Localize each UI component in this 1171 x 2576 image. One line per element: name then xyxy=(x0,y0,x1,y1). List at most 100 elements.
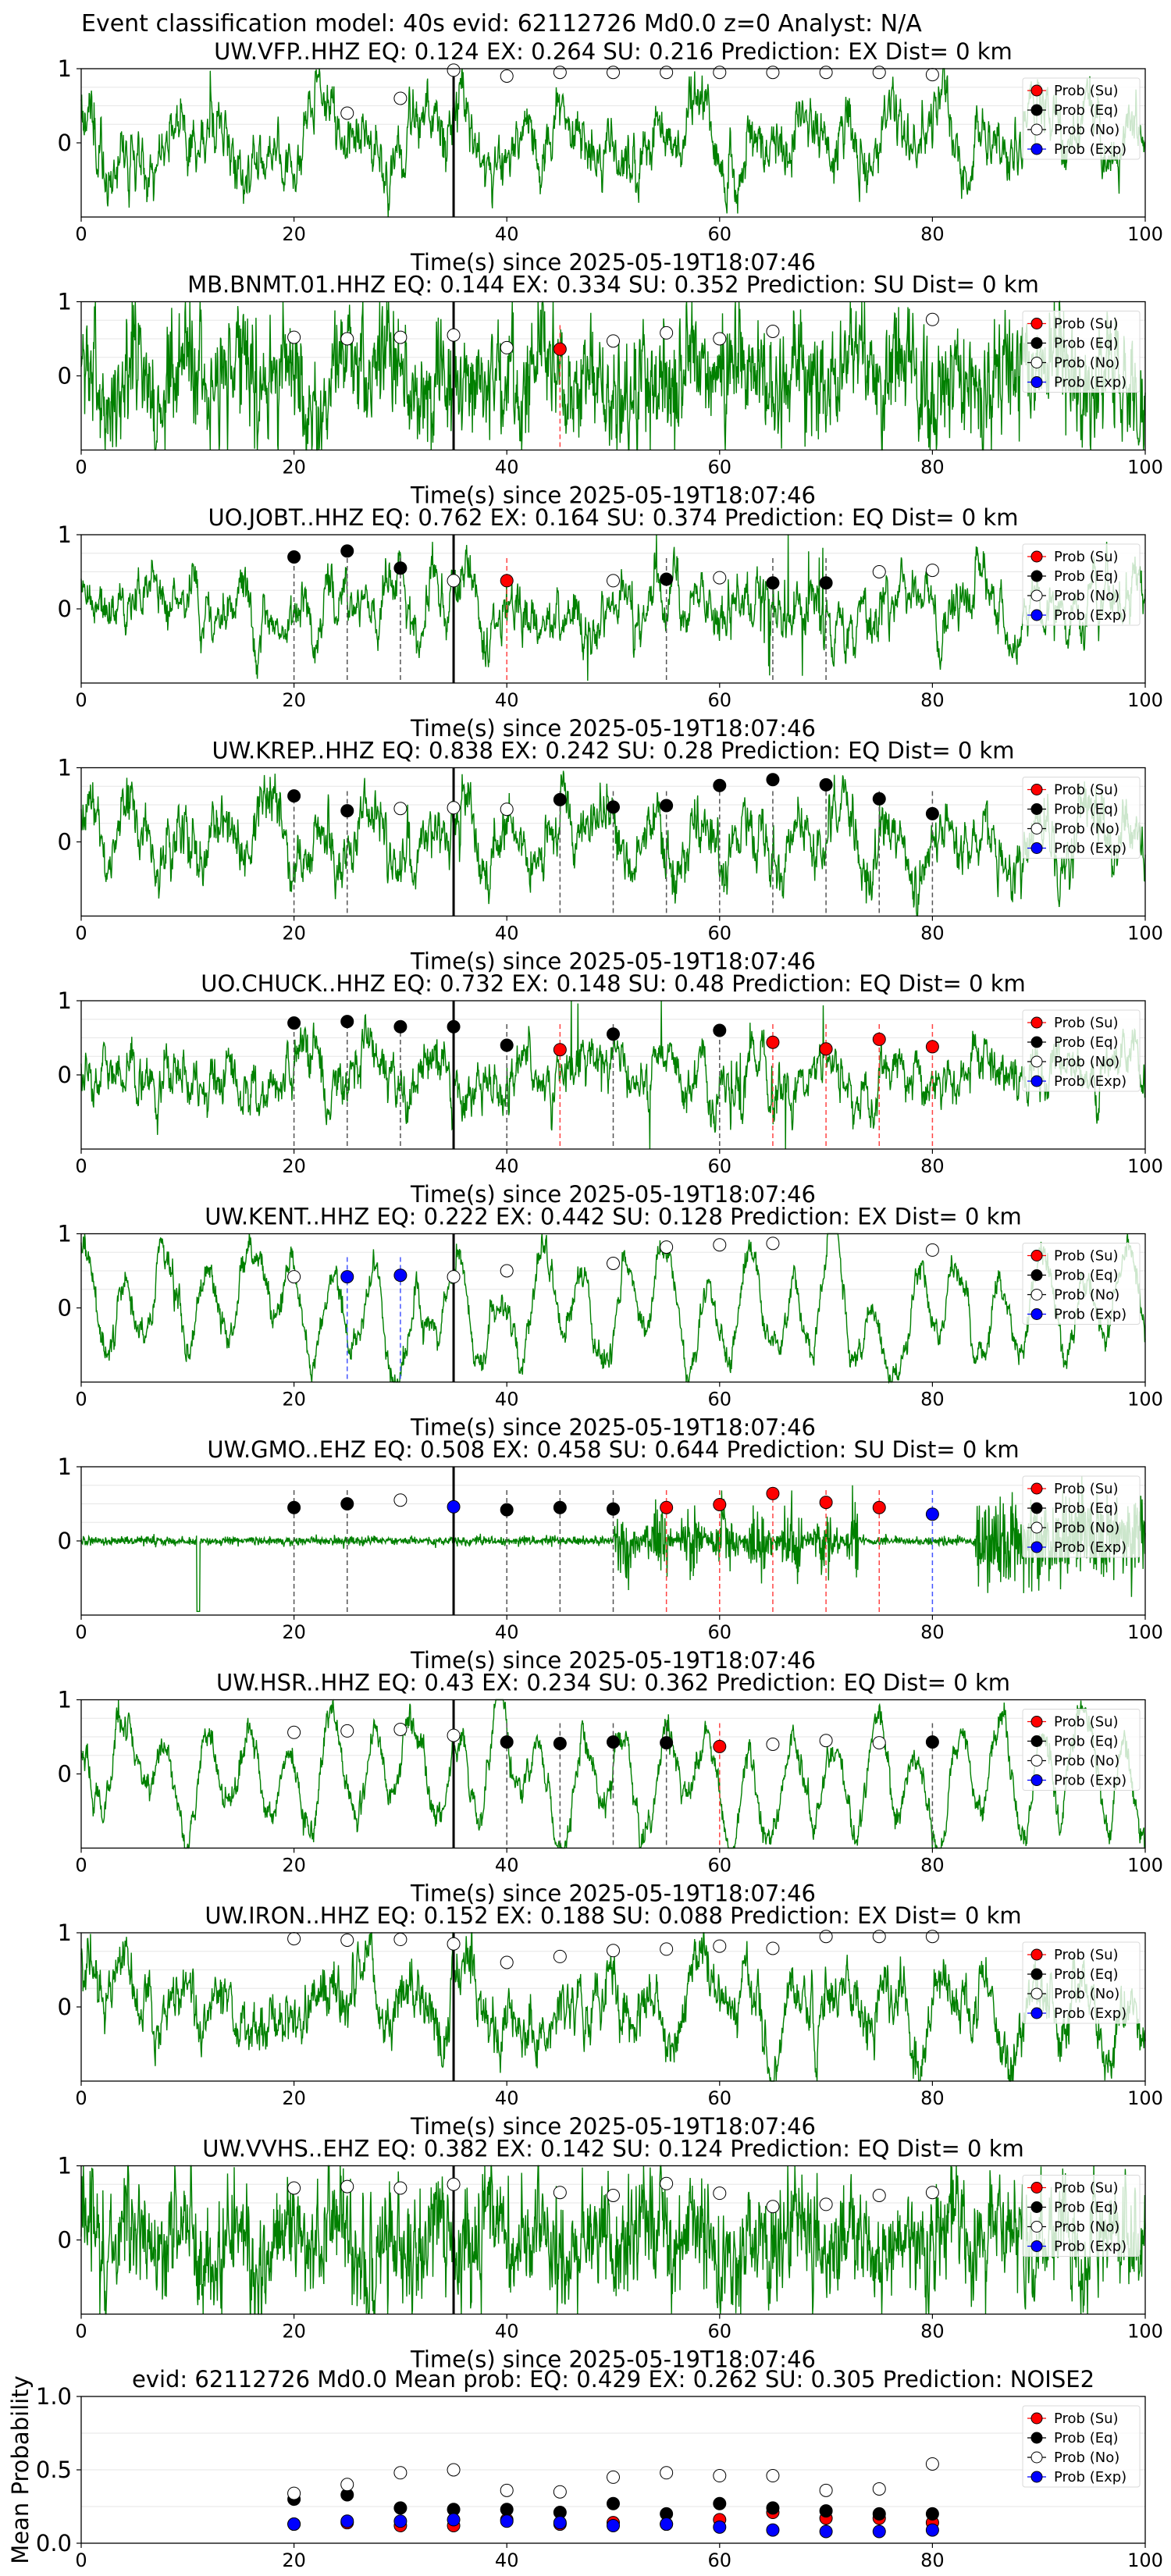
mean-probability-point xyxy=(713,2496,727,2510)
legend-marker xyxy=(1030,104,1043,116)
legend-label: Prob (Exp) xyxy=(1054,1773,1127,1789)
x-tick-label: 0 xyxy=(75,457,87,479)
y-tick-label: 1 xyxy=(58,987,72,1014)
x-tick-label: 80 xyxy=(920,1389,945,1411)
probability-point xyxy=(553,1043,567,1057)
legend-marker xyxy=(1030,2240,1043,2252)
x-tick-label: 0 xyxy=(75,1855,87,1877)
x-tick-label: 80 xyxy=(920,923,945,945)
legend-marker xyxy=(1030,337,1043,349)
mean-probability-point xyxy=(925,2507,939,2521)
legend-marker xyxy=(1030,1502,1043,1514)
probability-point xyxy=(393,91,408,105)
legend-label: Prob (No) xyxy=(1054,1054,1119,1070)
station-panel: MB.BNMT.01.HHZ EQ: 0.144 EX: 0.334 SU: 0… xyxy=(58,272,1163,509)
x-tick-label: 80 xyxy=(920,2549,945,2571)
legend-label: Prob (No) xyxy=(1054,355,1119,372)
probability-point xyxy=(713,2186,727,2201)
probability-point xyxy=(819,1734,833,1748)
mean-probability-point xyxy=(607,2470,620,2484)
panel-title: UW.HSR..HHZ EQ: 0.43 EX: 0.234 SU: 0.362… xyxy=(216,1670,1010,1696)
station-panel: UW.VFP..HHZ EQ: 0.124 EX: 0.264 SU: 0.21… xyxy=(58,38,1163,276)
legend: Prob (Su) Prob (Eq) Prob (No) Prob (Exp) xyxy=(1022,1475,1141,1558)
probability-point xyxy=(925,312,939,326)
station-panel: UO.JOBT..HHZ EQ: 0.762 EX: 0.164 SU: 0.3… xyxy=(58,504,1163,742)
x-tick-label: 80 xyxy=(920,1855,945,1877)
probability-point xyxy=(925,564,939,578)
probability-point xyxy=(872,1736,886,1750)
mean-probability-point xyxy=(553,2485,567,2499)
probability-point xyxy=(287,1725,301,1739)
mean-probability-point xyxy=(500,2483,514,2497)
x-tick-label: 20 xyxy=(282,2087,306,2109)
legend-label: Prob (Exp) xyxy=(1054,375,1127,391)
mean-probability-point xyxy=(766,2501,780,2515)
probability-point xyxy=(766,1738,780,1751)
x-tick-label: 60 xyxy=(708,1389,732,1411)
legend-marker xyxy=(1030,1774,1043,1786)
probability-point xyxy=(925,806,939,820)
x-tick-label: 80 xyxy=(920,457,945,479)
legend: Prob (Su) Prob (Eq) Prob (No) Prob (Exp) xyxy=(1022,311,1141,393)
legend-marker xyxy=(1030,1541,1043,1553)
legend-marker xyxy=(1030,1948,1043,1961)
probability-point xyxy=(660,799,674,813)
legend-marker xyxy=(1030,2182,1043,2194)
x-tick-label: 60 xyxy=(708,923,732,945)
waveform-trace xyxy=(80,1233,1146,1385)
x-tick-label: 40 xyxy=(495,2087,519,2109)
probability-point xyxy=(607,334,620,348)
x-tick-label: 80 xyxy=(920,1621,945,1643)
y-tick-label: 0 xyxy=(58,130,72,156)
probability-point xyxy=(819,576,833,590)
mean-probability-point xyxy=(340,2514,354,2528)
legend-marker xyxy=(1030,1289,1043,1300)
legend-marker xyxy=(1030,2221,1043,2233)
probability-point xyxy=(819,777,833,792)
probability-point xyxy=(393,2181,408,2195)
legend-marker xyxy=(1030,1075,1043,1087)
probability-point xyxy=(607,1735,620,1749)
panel-title: UO.JOBT..HHZ EQ: 0.762 EX: 0.164 SU: 0.3… xyxy=(208,504,1019,531)
legend-label: Prob (Su) xyxy=(1054,782,1119,799)
legend-marker xyxy=(1030,143,1043,155)
probability-point xyxy=(393,1723,408,1736)
probability-point xyxy=(819,1930,833,1944)
probability-point xyxy=(340,544,354,558)
probability-point xyxy=(660,326,674,340)
legend-label: Prob (Eq) xyxy=(1054,1034,1119,1051)
probability-point xyxy=(766,2200,780,2214)
y-tick-label: 0 xyxy=(58,1062,72,1088)
legend-label: Prob (Exp) xyxy=(1054,607,1127,624)
legend-label: Prob (Eq) xyxy=(1054,336,1119,352)
waveform-trace xyxy=(80,300,1146,451)
x-tick-label: 60 xyxy=(708,2549,732,2571)
legend-label: Prob (Su) xyxy=(1054,316,1119,333)
legend-box xyxy=(1022,1941,1141,2024)
legend-box xyxy=(1022,2175,1141,2257)
legend-label: Prob (No) xyxy=(1054,1753,1119,1770)
probability-point xyxy=(766,325,780,338)
panel-title: UO.CHUCK..HHZ EQ: 0.732 EX: 0.148 SU: 0.… xyxy=(201,970,1026,997)
x-tick-label: 60 xyxy=(708,223,732,245)
y-tick-label: 0.5 xyxy=(36,2457,72,2483)
legend-marker xyxy=(1030,1987,1043,2000)
legend-marker xyxy=(1030,2451,1043,2464)
mean-probability-point xyxy=(819,2524,833,2539)
mean-probability-point xyxy=(872,2524,886,2539)
x-axis-label: Time(s) since 2025-05-19T18:07:46 xyxy=(410,1647,816,1674)
mean-probability-point xyxy=(925,2523,939,2537)
x-tick-label: 40 xyxy=(495,1621,519,1643)
probability-point xyxy=(607,1502,620,1516)
y-tick-label: 0.0 xyxy=(36,2530,72,2556)
legend-marker xyxy=(1030,842,1043,854)
legend-box xyxy=(1022,2405,1141,2488)
probability-point xyxy=(287,550,301,564)
x-tick-label: 40 xyxy=(495,457,519,479)
x-tick-label: 60 xyxy=(708,2087,732,2109)
probability-point xyxy=(713,1238,727,1252)
legend-marker xyxy=(1030,2007,1043,2019)
legend-label: Prob (Su) xyxy=(1054,2180,1119,2197)
probability-point xyxy=(447,328,461,342)
legend-marker xyxy=(1030,784,1043,795)
